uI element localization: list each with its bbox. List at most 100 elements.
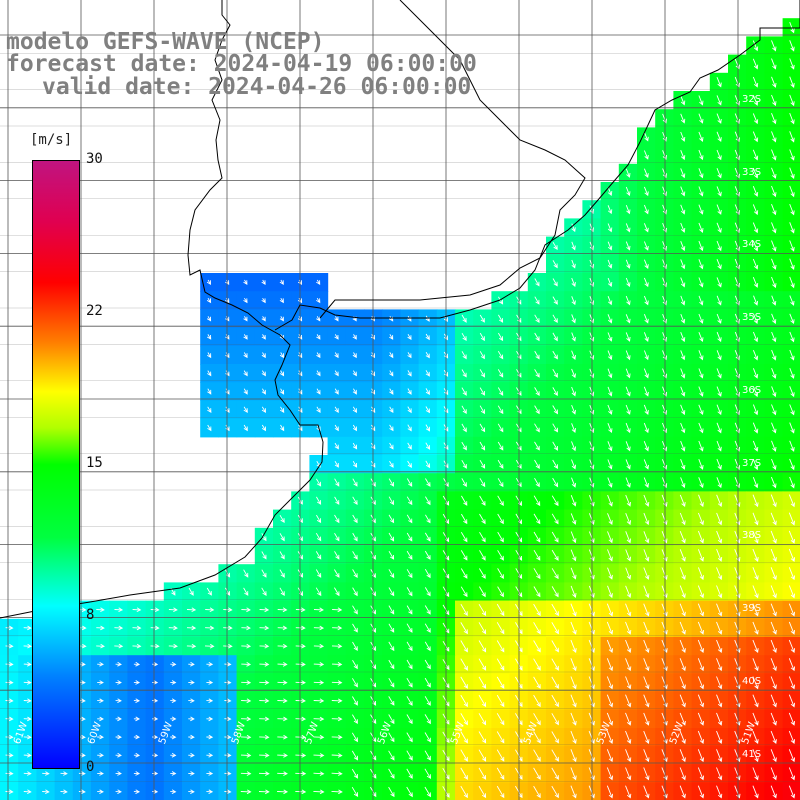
wind-arrow	[533, 549, 541, 561]
wind-arrow	[240, 771, 252, 776]
wind-arrow	[697, 712, 705, 726]
wind-arrow	[716, 458, 722, 470]
wind-arrow	[662, 241, 667, 251]
wind-arrow	[662, 113, 667, 124]
wind-arrow	[589, 477, 595, 488]
wind-arrow	[789, 21, 795, 34]
wind-arrow	[752, 222, 759, 234]
wind-arrow	[698, 186, 704, 197]
wind-arrow	[752, 767, 759, 781]
wind-arrow	[625, 549, 632, 562]
wind-arrow	[752, 694, 759, 708]
wind-arrow	[789, 331, 795, 343]
wind-arrow	[552, 260, 558, 269]
wind-arrow	[277, 607, 288, 613]
wind-arrow	[771, 94, 777, 107]
wind-arrow	[388, 587, 395, 597]
wind-arrow	[752, 277, 759, 288]
wind-arrow	[625, 676, 632, 690]
wind-arrow	[680, 422, 686, 434]
wind-arrow	[496, 749, 505, 762]
wind-arrow	[241, 662, 252, 667]
wind-arrow	[424, 750, 431, 761]
wind-arrow	[389, 424, 394, 432]
wind-arrow	[698, 440, 704, 452]
wind-arrow	[752, 494, 759, 508]
wind-arrow	[498, 296, 504, 305]
wind-arrow	[425, 388, 430, 395]
wind-arrow	[752, 567, 759, 581]
wind-arrow	[533, 568, 541, 580]
wind-arrow	[23, 734, 32, 740]
wind-arrow	[752, 530, 759, 544]
lat-label: 36S	[742, 385, 762, 396]
wind-arrow	[424, 768, 431, 780]
wind-arrow	[643, 749, 650, 763]
wind-arrow	[224, 771, 232, 776]
wind-arrow	[424, 568, 431, 579]
wind-arrow	[479, 314, 485, 323]
wind-arrow	[771, 113, 777, 125]
wind-arrow	[406, 514, 413, 524]
wind-arrow	[697, 603, 705, 617]
wind-arrow	[206, 771, 214, 776]
wind-arrow	[424, 714, 431, 725]
wind-arrow	[771, 40, 777, 52]
wind-arrow	[770, 621, 777, 635]
wind-arrow	[607, 441, 613, 452]
wind-arrow	[388, 569, 395, 579]
wind-arrow	[697, 730, 705, 744]
wind-arrow	[534, 350, 540, 360]
wind-speed-cell	[382, 782, 401, 800]
wind-arrow	[643, 567, 650, 580]
wind-arrow	[643, 204, 649, 215]
wind-arrow	[133, 716, 141, 722]
wind-arrow	[551, 549, 559, 561]
wind-arrow	[789, 203, 795, 216]
wind-arrow	[497, 550, 504, 561]
wind-arrow	[460, 568, 468, 579]
wind-arrow	[679, 712, 686, 726]
wind-arrow	[170, 771, 177, 776]
colorbar-tick: 0	[86, 759, 95, 775]
wind-arrow	[770, 785, 777, 799]
wind-arrow	[533, 586, 541, 598]
wind-speed-cell	[782, 564, 800, 583]
wind-arrow	[461, 351, 467, 360]
wind-arrow	[752, 477, 759, 489]
wind-arrow	[406, 496, 413, 506]
wind-arrow	[478, 658, 487, 671]
wind-arrow	[224, 789, 232, 795]
wind-arrow	[789, 58, 795, 70]
wind-arrow	[313, 643, 325, 649]
wind-arrow	[734, 730, 741, 744]
wind-arrow	[698, 295, 704, 306]
wind-speed-cell	[782, 673, 800, 693]
wind-arrow	[461, 387, 467, 396]
wind-arrow	[662, 313, 667, 324]
wind-arrow	[752, 585, 759, 599]
wind-arrow	[752, 368, 759, 379]
wind-arrow	[5, 753, 14, 758]
wind-arrow	[243, 370, 248, 377]
wind-arrow	[606, 749, 614, 763]
wind-arrow	[752, 204, 759, 216]
wind-arrow	[243, 587, 249, 596]
wind-arrow	[478, 603, 487, 616]
wind-arrow	[734, 749, 741, 763]
wind-arrow	[662, 131, 667, 142]
wind-arrow	[643, 477, 649, 488]
wind-arrow	[606, 639, 614, 653]
wind-arrow	[78, 789, 86, 795]
wind-arrow	[625, 658, 632, 672]
wind-speed-cell	[782, 509, 800, 529]
wind-arrow	[770, 512, 777, 526]
wind-arrow	[406, 786, 413, 798]
wind-arrow	[388, 732, 395, 743]
wind-arrow	[424, 605, 431, 615]
wind-arrow	[570, 730, 577, 744]
wind-arrow	[788, 603, 796, 617]
wind-arrow	[533, 640, 541, 653]
wind-arrow	[460, 713, 468, 726]
wind-arrow	[334, 514, 340, 524]
